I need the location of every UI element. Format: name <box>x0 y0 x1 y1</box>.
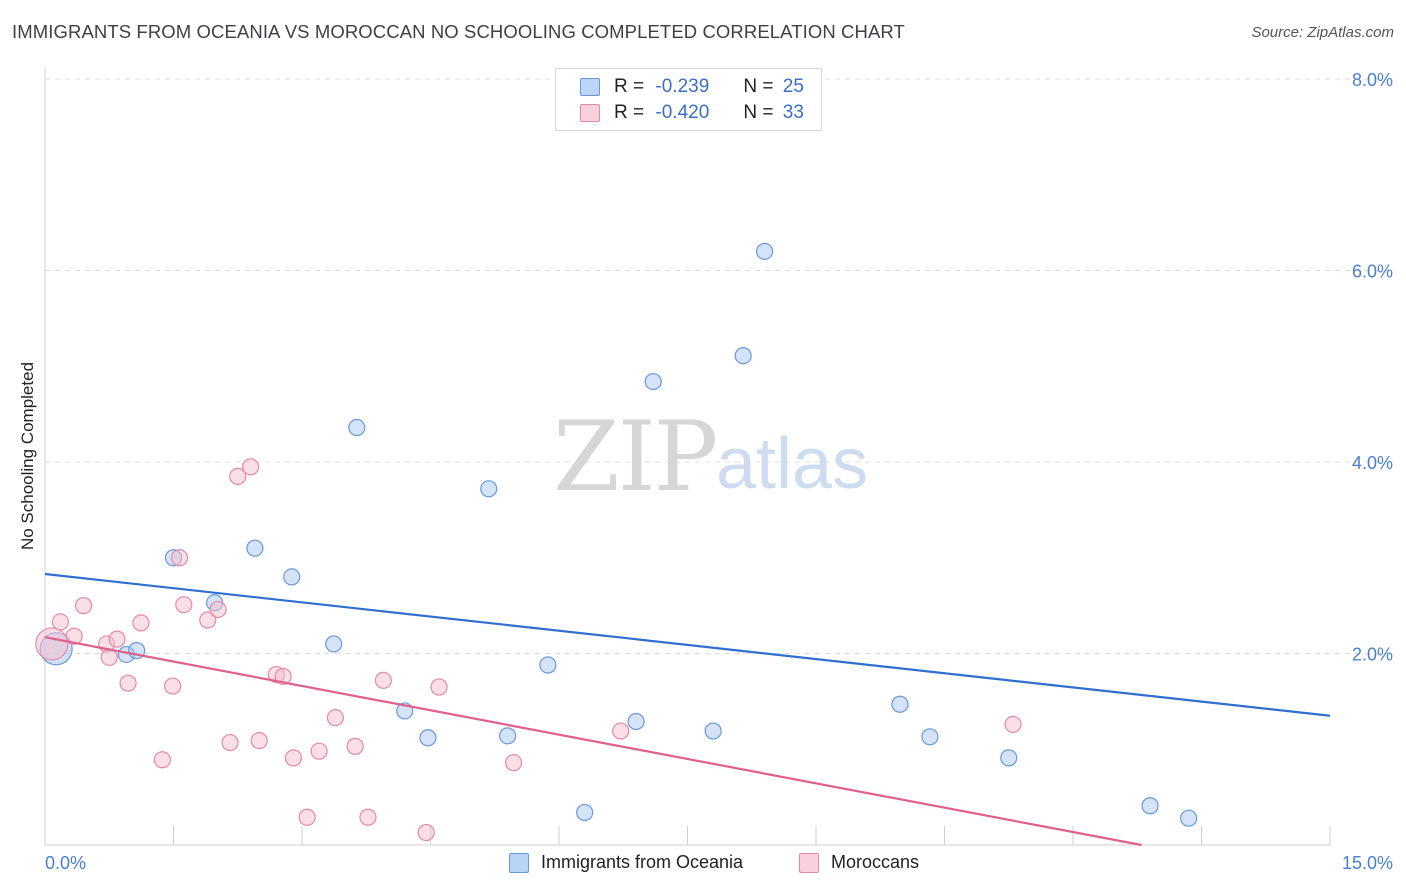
moroccans-point <box>359 808 377 826</box>
oceania-point <box>283 568 301 586</box>
moroccans-point <box>170 549 189 567</box>
legend-swatch-oceania <box>580 78 600 96</box>
oceania-trend-line <box>44 572 1331 717</box>
x-tick-label: 15.0% <box>1342 853 1393 873</box>
moroccans-point <box>119 674 137 692</box>
y-tick-label: 8.0% <box>1352 70 1393 90</box>
bottom-legend-label-oceania: Immigrants from Oceania <box>541 852 744 872</box>
legend-r-value: -0.420 <box>655 102 710 123</box>
legend-n-value: 33 <box>782 102 804 123</box>
moroccans-point <box>100 648 118 666</box>
chart-title: IMMIGRANTS FROM OCEANIA VS MOROCCAN NO S… <box>12 21 905 42</box>
oceania-point <box>921 728 939 746</box>
oceania-point <box>734 347 752 365</box>
oceania-point <box>539 656 557 674</box>
legend-n-label: N = <box>743 102 774 123</box>
x-tick-labels: 0.0% 15.0% <box>45 853 1393 873</box>
oceania-point <box>576 803 594 822</box>
legend-r-label: R = <box>614 76 645 97</box>
bottom-legend-moroccans[interactable]: Moroccans <box>799 852 919 873</box>
oceania-point <box>704 722 722 740</box>
moroccans-point <box>310 742 328 760</box>
y-axis-label: No Schooling Completed <box>18 361 37 551</box>
y-tick-label: 6.0% <box>1352 262 1393 282</box>
legend-r-label: R = <box>614 102 645 123</box>
moroccans-point <box>108 630 126 648</box>
oceania-point <box>419 729 437 747</box>
moroccans-point <box>504 754 523 772</box>
moroccans-point <box>242 458 260 476</box>
legend-n-label: N = <box>743 76 774 97</box>
oceania-point <box>1180 809 1198 827</box>
moroccans-point <box>326 709 345 727</box>
oceania-point <box>480 480 498 498</box>
moroccans-point <box>1004 715 1022 733</box>
moroccans-trend-line <box>44 636 1142 847</box>
oceania-point <box>499 727 517 745</box>
legend-row-oceania: R = -0.239 N = 25 <box>580 74 804 100</box>
bottom-legend-oceania[interactable]: Immigrants from Oceania <box>509 852 743 873</box>
stats-legend: R = -0.239 N = 25 R = -0.420 N = 33 <box>555 68 822 131</box>
y-tick-label: 4.0% <box>1352 453 1393 473</box>
moroccans-point <box>153 751 171 769</box>
bottom-legend-swatch-moroccans <box>799 852 819 873</box>
watermark-zip: ZIP <box>553 401 716 513</box>
moroccans-point <box>65 627 83 645</box>
oceania-point <box>1141 797 1159 815</box>
y-tick-label: 2.0% <box>1352 645 1393 665</box>
moroccans-point <box>175 596 193 614</box>
moroccans-point <box>221 733 239 752</box>
moroccans-point <box>51 613 70 631</box>
moroccans-point <box>284 749 303 767</box>
watermark: ZIP atlas <box>553 401 868 513</box>
moroccans-point <box>298 808 316 826</box>
moroccans-point <box>374 671 392 689</box>
scatter-points <box>35 242 1198 842</box>
watermark-atlas: atlas <box>716 424 868 504</box>
moroccans-point <box>250 732 268 750</box>
x-tick-label: 0.0% <box>45 853 86 873</box>
bottom-legend-swatch-oceania <box>509 852 529 873</box>
grid-lines <box>45 78 1392 654</box>
oceania-point <box>891 695 909 713</box>
oceania-point <box>325 635 343 653</box>
source-credit: Source: ZipAtlas.com <box>1251 24 1394 41</box>
moroccans-point <box>430 678 448 696</box>
moroccans-point <box>74 597 93 615</box>
legend-swatch-moroccans <box>580 104 600 122</box>
y-tick-labels: 2.0% 4.0% 6.0% 8.0% <box>1352 70 1393 665</box>
bottom-legend-label-moroccans: Moroccans <box>831 852 920 872</box>
moroccans-point <box>612 722 630 740</box>
moroccans-point <box>132 614 150 632</box>
oceania-point <box>1000 749 1018 767</box>
trend-lines <box>44 572 1331 847</box>
oceania-point <box>644 372 662 391</box>
moroccans-point <box>229 467 247 485</box>
x-tick-marks <box>44 826 1331 845</box>
oceania-point <box>246 539 264 557</box>
legend-row-moroccans: R = -0.420 N = 33 <box>580 100 804 126</box>
legend-r-value: -0.239 <box>655 76 710 97</box>
moroccans-point <box>199 611 217 629</box>
moroccans-point <box>164 677 182 695</box>
oceania-point <box>755 242 774 260</box>
legend-n-value: 25 <box>782 76 804 97</box>
moroccans-point <box>35 627 69 661</box>
oceania-point <box>348 418 366 437</box>
moroccans-point <box>346 737 364 755</box>
oceania-point <box>627 712 645 731</box>
moroccans-point <box>209 600 227 619</box>
moroccans-point <box>417 823 435 842</box>
